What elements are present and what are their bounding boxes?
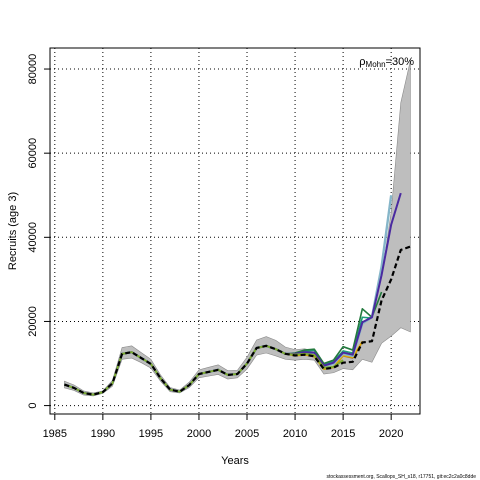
source-footer: stockassessment.org, Scallops_SH_s18, r1… xyxy=(326,474,476,480)
plot-frame xyxy=(49,47,421,415)
confidence-band xyxy=(64,60,411,397)
x-axis: 1985 1990 1995 2000 2005 2010 2015 2020 xyxy=(43,414,403,440)
x-tick-label: 1995 xyxy=(139,428,163,440)
x-tick-label: 1985 xyxy=(43,428,67,440)
series-lines-group xyxy=(64,192,411,396)
y-axis: 0 20000 40000 60000 80000 xyxy=(27,54,50,409)
y-tick-label: 20000 xyxy=(27,306,39,337)
confidence-band-group xyxy=(64,60,411,397)
y-tick-label: 40000 xyxy=(27,222,39,253)
mohn-rho-value: =30% xyxy=(386,56,415,68)
y-axis-title: Recruits (age 3) xyxy=(7,192,19,270)
mohn-rho-subscript: Mohn xyxy=(366,60,386,69)
mohn-rho-symbol: ρ xyxy=(359,56,365,68)
y-tick-label: 60000 xyxy=(27,138,39,169)
x-tick-label: 2010 xyxy=(283,428,307,440)
x-tick-label: 2000 xyxy=(187,428,211,440)
series-line-4 xyxy=(64,291,383,396)
x-tick-label: 1990 xyxy=(91,428,115,440)
mohn-rho-annotation: ρMohn=30% xyxy=(359,56,414,69)
y-tick-label: 0 xyxy=(27,403,39,409)
x-tick-label: 2015 xyxy=(331,428,355,440)
series-line-0 xyxy=(64,245,411,396)
x-tick-label: 2020 xyxy=(379,428,403,440)
y-tick-label: 80000 xyxy=(27,54,39,85)
x-axis-title: Years xyxy=(221,455,249,467)
x-tick-label: 2005 xyxy=(235,428,259,440)
